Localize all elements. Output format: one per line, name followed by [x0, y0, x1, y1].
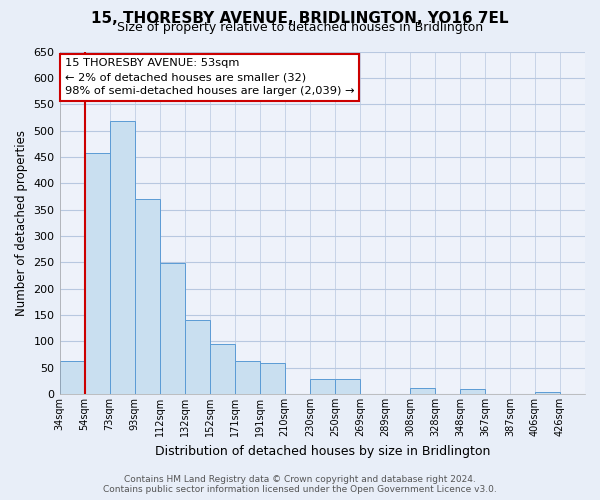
- Bar: [134, 199, 160, 394]
- Bar: [460, 388, 485, 394]
- Text: 15 THORESBY AVENUE: 53sqm
← 2% of detached houses are smaller (32)
98% of semi-d: 15 THORESBY AVENUE: 53sqm ← 2% of detach…: [65, 58, 354, 96]
- Bar: [185, 320, 209, 394]
- Bar: [335, 380, 360, 394]
- Bar: [160, 263, 185, 394]
- X-axis label: Distribution of detached houses by size in Bridlington: Distribution of detached houses by size …: [155, 444, 490, 458]
- Text: Contains HM Land Registry data © Crown copyright and database right 2024.
Contai: Contains HM Land Registry data © Crown c…: [103, 474, 497, 494]
- Bar: [410, 388, 435, 394]
- Bar: [235, 362, 260, 394]
- Bar: [59, 362, 85, 394]
- Y-axis label: Number of detached properties: Number of detached properties: [15, 130, 28, 316]
- Bar: [110, 120, 134, 394]
- Bar: [260, 364, 285, 394]
- Bar: [85, 153, 110, 394]
- Text: Size of property relative to detached houses in Bridlington: Size of property relative to detached ho…: [117, 22, 483, 35]
- Bar: [535, 392, 560, 394]
- Text: 15, THORESBY AVENUE, BRIDLINGTON, YO16 7EL: 15, THORESBY AVENUE, BRIDLINGTON, YO16 7…: [91, 11, 509, 26]
- Bar: [310, 380, 335, 394]
- Bar: [209, 344, 235, 394]
